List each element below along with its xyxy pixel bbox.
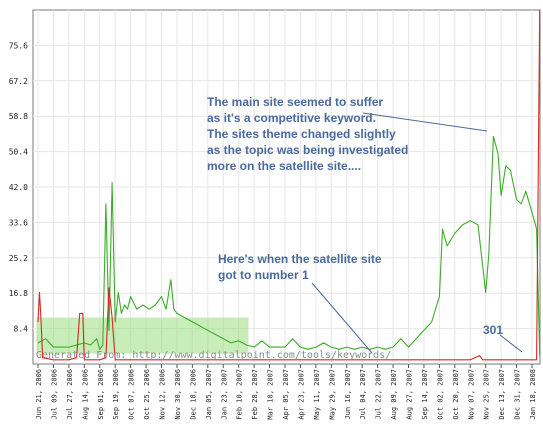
y-tick-label: 8.4: [14, 325, 29, 334]
x-tick-label: Jul 04, 2007: [359, 369, 367, 420]
y-tick-label: 42.0: [9, 183, 28, 192]
x-tick-label: Oct 25, 2006: [143, 369, 151, 420]
x-tick-label: Dec 31, 2007: [514, 369, 522, 420]
x-tick-label: Nov 12, 2006: [159, 369, 167, 420]
x-tick-label: Oct 07, 2006: [128, 369, 136, 420]
y-tick-label: 16.8: [9, 289, 28, 298]
x-tick-label: Jul 09, 2006: [50, 369, 58, 420]
x-tick-label: Mar 18, 2007: [267, 369, 275, 420]
y-tick-label: 67.2: [9, 77, 28, 86]
x-tick-label: Oct 20, 2007: [452, 369, 460, 420]
x-tick-label: Dec 18, 2006: [189, 369, 197, 420]
x-tick-label: Feb 28, 2007: [251, 369, 259, 420]
y-tick-label: 58.8: [9, 112, 28, 121]
pointer-line-main-site: [362, 112, 488, 132]
x-tick-label: May 11, 2007: [313, 369, 321, 420]
y-axis-ticks: 8.4 16.8 25.2 33.6 42.0 50.4 58.8 67.2 75.6: [9, 41, 28, 333]
series-line-1: [37, 135, 541, 356]
y-tick-label: 25.2: [9, 254, 28, 263]
x-axis-ticks: Jun 21, 2006 Jul 09, 2006 Jul 27, 2006 Aug …: [35, 364, 537, 420]
x-tick-label: Sep 01, 2006: [97, 369, 105, 420]
series-layer: [37, 9, 541, 361]
grid: [33, 10, 540, 364]
annotation-satellite: Here's when the satellite site got to nu…: [218, 252, 385, 282]
x-tick-label: Nov 25, 2007: [483, 369, 491, 420]
x-tick-label: Jul 27, 2006: [66, 369, 74, 420]
y-tick-label: 50.4: [9, 148, 28, 157]
x-tick-label: Aug 09, 2007: [390, 369, 398, 420]
x-tick-label: Aug 14, 2006: [81, 369, 89, 420]
x-tick-label: Sep 19, 2006: [112, 369, 120, 420]
annotation-main-site: The main site seemed to suffer as it's a…: [207, 95, 412, 173]
x-tick-label: Sep 14, 2007: [421, 369, 429, 420]
x-tick-label: May 29, 2007: [328, 369, 336, 420]
annotation-301: 301: [483, 323, 503, 337]
x-tick-label: Feb 10, 2007: [236, 369, 244, 420]
x-tick-label: Apr 23, 2007: [297, 369, 305, 420]
x-tick-label: Dec 13, 2007: [498, 369, 506, 420]
x-tick-label: Aug 27, 2007: [406, 369, 414, 420]
blurred-watermark-box: [36, 317, 249, 354]
x-tick-label: Jul 22, 2007: [375, 369, 383, 420]
generated-from-text: Generated From: http://www.digitalpoint.…: [36, 350, 391, 361]
x-tick-label: Oct 02, 2007: [436, 369, 444, 420]
x-tick-label: Nov 07, 2007: [467, 369, 475, 420]
y-tick-label: 33.6: [9, 218, 28, 227]
x-tick-label: Jun 16, 2007: [344, 369, 352, 420]
series-line-2: [37, 9, 541, 361]
pointer-line-satellite: [311, 282, 373, 354]
x-tick-label: Jan 18, 2008: [529, 369, 537, 420]
x-tick-label: Apr 05, 2007: [282, 369, 290, 420]
y-tick-label: 75.6: [9, 41, 28, 50]
x-tick-label: Jun 21, 2006: [35, 369, 43, 420]
x-tick-label: Jan 23, 2007: [220, 369, 228, 420]
annotation-pointers: [311, 112, 523, 354]
pointer-line-301: [499, 334, 523, 353]
x-tick-label: Jan 05, 2007: [205, 369, 213, 420]
x-tick-label: Nov 30, 2006: [174, 369, 182, 420]
